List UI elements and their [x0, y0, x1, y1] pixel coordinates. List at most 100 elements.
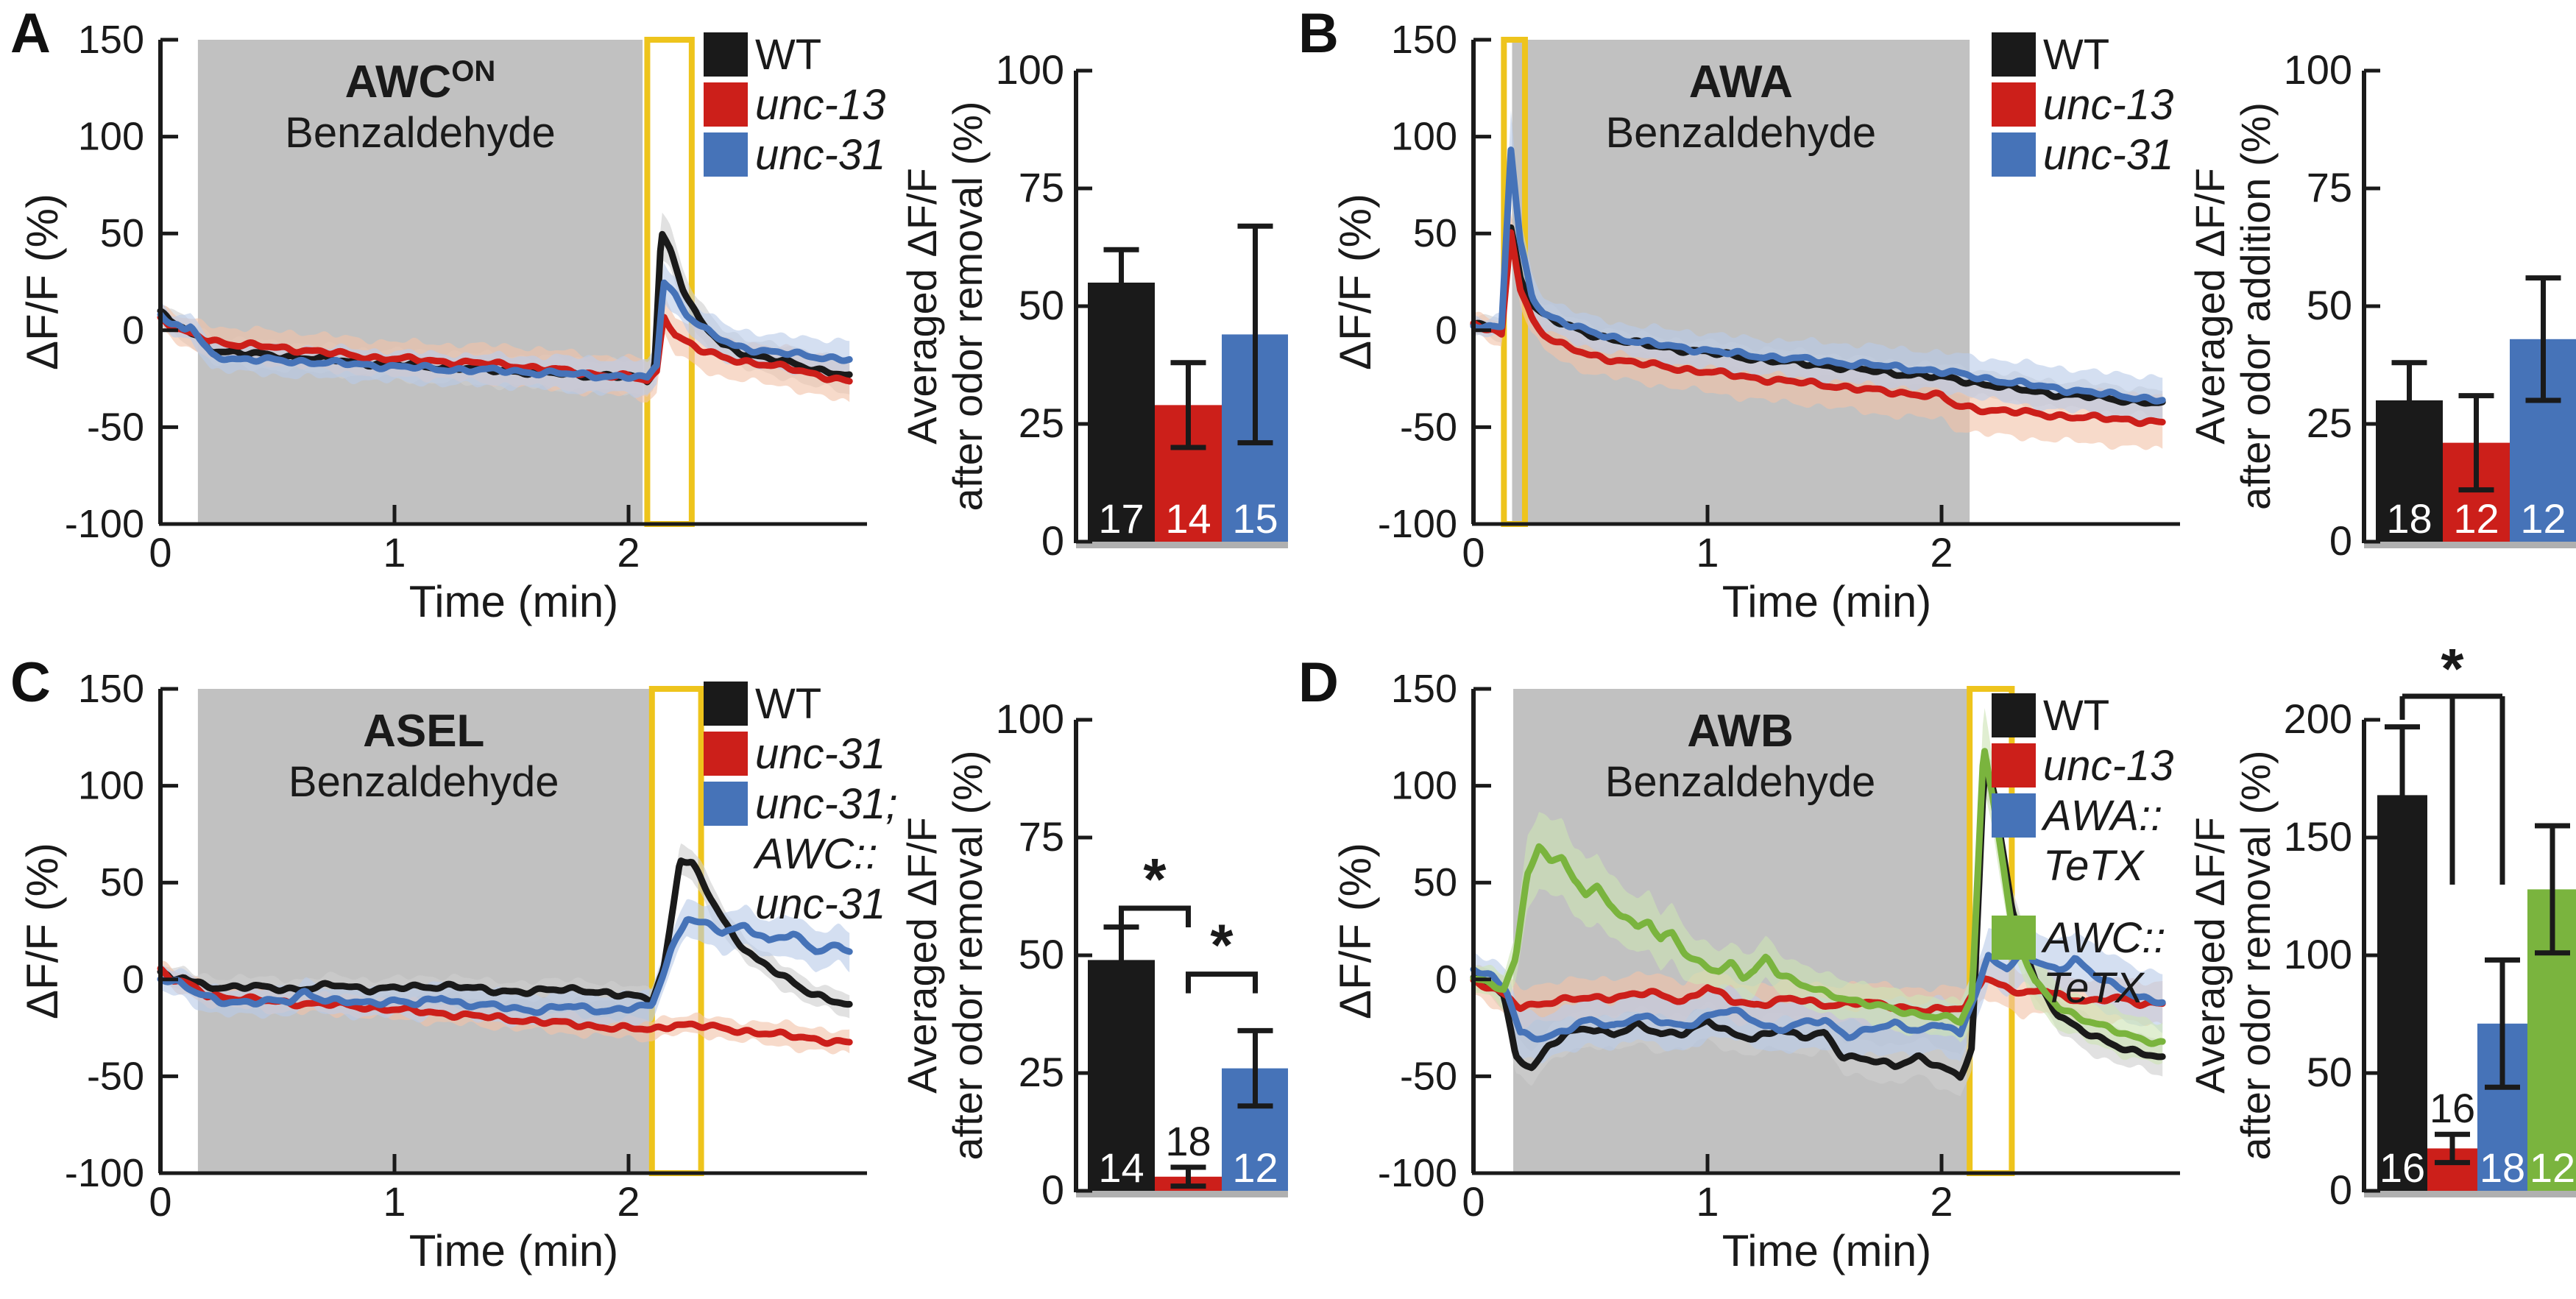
y-tick-label: 100 [1391, 764, 1457, 808]
bar-y-tick-label: 75 [1019, 813, 1064, 860]
trace-subtitle: Benzaldehyde [1605, 109, 1876, 157]
bar-y-tick-label: 100 [996, 46, 1064, 93]
bar-y-tick-label: 0 [1041, 1167, 1064, 1213]
series-line-unc-31 [1470, 146, 2166, 405]
legend-swatch-unc-31; [704, 782, 748, 826]
baseline-strip [2364, 1191, 2576, 1197]
legend-label: unc-13 [755, 81, 885, 129]
series-line-WT [157, 857, 853, 1008]
sig-star: * [1143, 846, 1167, 912]
bar-y-axis-label-line1: Averaged ΔF/F [899, 817, 945, 1094]
n-label: 18 [2386, 495, 2432, 542]
series-line-AWA::TeTX [1470, 949, 2166, 1043]
legend-label: unc-31 [755, 730, 885, 778]
bar-y-tick-label: 50 [1019, 931, 1064, 977]
y-tick-label: 50 [100, 860, 144, 905]
baseline-strip [2364, 542, 2576, 548]
y-tick-label: -100 [1378, 1151, 1457, 1195]
bar-y-tick-label: 0 [1041, 517, 1064, 564]
bar-y-tick-label: 25 [1019, 1049, 1064, 1095]
odor-period-shade [1513, 689, 1967, 1173]
bar-y-tick-label: 200 [2284, 695, 2352, 742]
series-line-AWC::TeTX [1470, 748, 2166, 1047]
bar-y-tick-label: 100 [2284, 931, 2352, 977]
odor-period-shade [197, 689, 650, 1173]
bar-y-tick-label: 50 [2307, 282, 2352, 328]
y-tick-label: -100 [1378, 502, 1457, 546]
bar-y-tick-label: 0 [2329, 517, 2352, 564]
bar-chart: 17 14 15 0 25 50 75 100 Averaged ΔF/F after odor … [899, 46, 1288, 564]
y-tick-label: -50 [87, 405, 144, 449]
x-tick-label: 0 [1462, 1178, 1485, 1225]
y-tick-label: -100 [65, 1151, 144, 1195]
odor-period-shade [197, 40, 643, 524]
legend-label: WT [755, 31, 821, 79]
y-tick-label: 0 [1435, 308, 1457, 353]
y-tick-label: -50 [1400, 405, 1457, 449]
n-label: 16 [2379, 1144, 2425, 1191]
x-tick-label: 2 [1930, 529, 1953, 576]
y-tick-label: 150 [78, 18, 144, 62]
legend-label: unc-31; [755, 780, 897, 828]
legend-swatch-WT [704, 32, 748, 77]
y-tick-label: 150 [78, 667, 144, 711]
panel-letter-a: A [10, 2, 51, 65]
bar-chart: 14 18 12 0 25 50 75 100 Averaged ΔF/F after odor … [899, 695, 1288, 1213]
legend-label: WT [2043, 692, 2109, 740]
panel-letter-c: C [10, 651, 51, 714]
legend-swatch-unc-13 [1992, 82, 2036, 127]
sig-bracket [1119, 905, 1191, 927]
baseline-strip [1076, 1191, 1288, 1197]
n-label: 18 [1165, 1118, 1211, 1164]
x-axis-label: Time (min) [409, 577, 618, 626]
baseline-strip [1076, 542, 1288, 548]
legend-label: unc-31 [755, 131, 885, 179]
y-tick-label: 0 [122, 958, 144, 1002]
legend-label: unc-13 [2043, 742, 2173, 790]
series-line-unc-31 [157, 279, 853, 382]
legend-label: AWC:: [2041, 914, 2166, 962]
trace-title: AWB [1687, 706, 1794, 757]
n-label: 12 [2453, 495, 2499, 542]
panel-letter-b: B [1298, 2, 1339, 65]
x-tick-label: 2 [1930, 1178, 1953, 1225]
legend-swatch-unc-31 [704, 132, 748, 177]
y-tick-label: 0 [122, 308, 144, 353]
n-label: 18 [2480, 1144, 2525, 1191]
x-axis-label: Time (min) [409, 1226, 618, 1275]
x-axis-label: Time (min) [1722, 1226, 1931, 1275]
y-tick-label: -100 [65, 502, 144, 546]
bar-y-axis-label-line1: Averaged ΔF/F [899, 168, 945, 445]
bar-y-tick-label: 150 [2284, 813, 2352, 860]
legend-label: WT [755, 680, 821, 728]
sig-star: * [1210, 913, 1234, 978]
bar-y-tick-label: 75 [2307, 164, 2352, 210]
x-tick-label: 0 [149, 529, 171, 576]
legend-swatch-WT [1992, 32, 2036, 77]
y-tick-label: 150 [1391, 667, 1457, 711]
trace-title: AWA [1689, 57, 1793, 107]
x-tick-label: 1 [383, 1178, 406, 1225]
legend-swatch-unc-13 [704, 82, 748, 127]
y-tick-label: 100 [78, 115, 144, 159]
n-label: 12 [2520, 495, 2566, 542]
bar-chart: 18 12 12 0 25 50 75 100 Averaged ΔF/F after odor … [2187, 46, 2576, 564]
y-tick-label: 0 [1435, 958, 1457, 1002]
n-label: 14 [1165, 495, 1211, 542]
odor-period-shade [1512, 40, 1970, 524]
x-tick-label: 1 [1696, 529, 1719, 576]
series-band-unc-13 [160, 294, 850, 403]
legend-label: unc-31 [755, 880, 885, 928]
legend-label: WT [2043, 31, 2109, 79]
legend-swatch-unc-31 [704, 732, 748, 776]
